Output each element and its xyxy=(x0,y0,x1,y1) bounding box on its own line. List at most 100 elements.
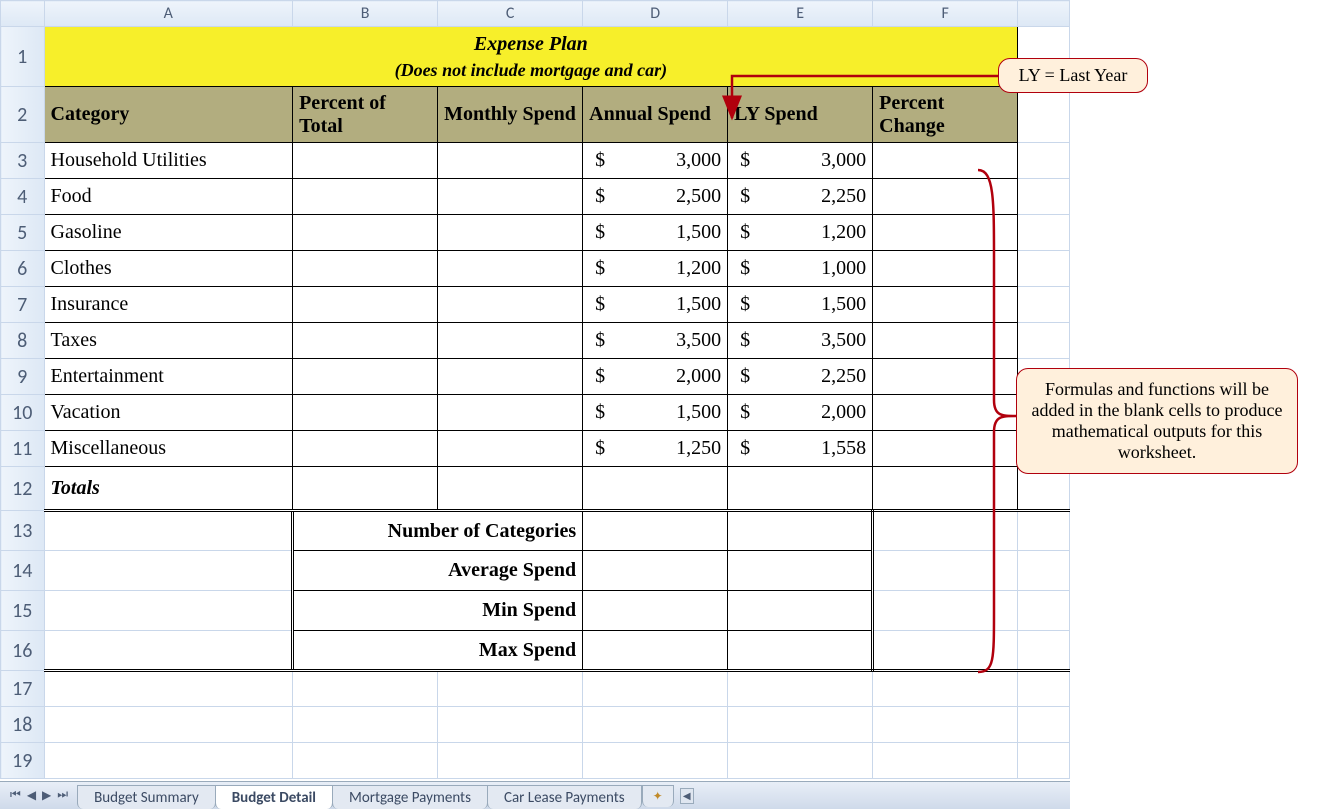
cell-pct-total-11[interactable] xyxy=(293,431,438,467)
cell-category-6[interactable]: Clothes xyxy=(44,251,293,287)
select-all-corner[interactable] xyxy=(1,1,45,27)
cell-G8[interactable] xyxy=(1018,323,1070,359)
totals-F[interactable] xyxy=(873,467,1018,511)
title-cell[interactable]: Expense Plan (Does not include mortgage … xyxy=(44,27,1018,87)
hdr-monthly-spend[interactable]: Monthly Spend xyxy=(438,87,583,143)
hdr-percent-change[interactable]: Percent Change xyxy=(873,87,1018,143)
cell-F14[interactable] xyxy=(873,551,1018,591)
cell-E19[interactable] xyxy=(728,743,873,779)
cell-pct-total-10[interactable] xyxy=(293,395,438,431)
row-header-3[interactable]: 3 xyxy=(1,143,45,179)
col-header-B[interactable]: B xyxy=(293,1,438,27)
cell-pct-change-6[interactable] xyxy=(873,251,1018,287)
row-header-1[interactable]: 1 xyxy=(1,27,45,87)
row-header-10[interactable]: 10 xyxy=(1,395,45,431)
cell-D17[interactable] xyxy=(583,671,728,707)
cell-B19[interactable] xyxy=(293,743,438,779)
cell-ly-11[interactable]: 1,558 xyxy=(728,431,873,467)
cell-E18[interactable] xyxy=(728,707,873,743)
cell-category-11[interactable]: Miscellaneous xyxy=(44,431,293,467)
cell-category-10[interactable]: Vacation xyxy=(44,395,293,431)
col-header-A[interactable]: A xyxy=(44,1,293,27)
cell-G16[interactable] xyxy=(1018,631,1070,671)
cell-A14[interactable] xyxy=(44,551,293,591)
cell-F17[interactable] xyxy=(873,671,1018,707)
stat-label-14[interactable]: Average Spend xyxy=(293,551,583,591)
cell-B18[interactable] xyxy=(293,707,438,743)
stat-E14[interactable] xyxy=(728,551,873,591)
cell-F18[interactable] xyxy=(873,707,1018,743)
cell-A17[interactable] xyxy=(44,671,293,707)
cell-ly-8[interactable]: 3,500 xyxy=(728,323,873,359)
cell-F15[interactable] xyxy=(873,591,1018,631)
cell-C19[interactable] xyxy=(438,743,583,779)
totals-label[interactable]: Totals xyxy=(44,467,293,511)
cell-monthly-5[interactable] xyxy=(438,215,583,251)
tab-nav-prev-icon[interactable]: ◀ xyxy=(27,788,36,803)
cell-pct-total-5[interactable] xyxy=(293,215,438,251)
cell-G19[interactable] xyxy=(1018,743,1070,779)
cell-pct-change-7[interactable] xyxy=(873,287,1018,323)
stat-E13[interactable] xyxy=(728,511,873,551)
row-header-12[interactable]: 12 xyxy=(1,467,45,511)
cell-annual-9[interactable]: 2,000 xyxy=(583,359,728,395)
cell-pct-change-9[interactable] xyxy=(873,359,1018,395)
cell-A16[interactable] xyxy=(44,631,293,671)
cell-ly-7[interactable]: 1,500 xyxy=(728,287,873,323)
stat-D13[interactable] xyxy=(583,511,728,551)
sheet-tab-mortgage payments[interactable]: Mortgage Payments xyxy=(332,785,488,809)
hdr-ly-spend[interactable]: LY Spend xyxy=(728,87,873,143)
tab-nav-first-icon[interactable]: ⏮ xyxy=(10,788,21,803)
tab-nav-next-icon[interactable]: ▶ xyxy=(42,788,51,803)
cell-monthly-11[interactable] xyxy=(438,431,583,467)
stat-D15[interactable] xyxy=(583,591,728,631)
cell-G6[interactable] xyxy=(1018,251,1070,287)
spreadsheet-grid[interactable]: A B C D E F 1 Expense Plan (Does not inc… xyxy=(0,0,1070,779)
tab-nav-last-icon[interactable]: ⏭ xyxy=(57,788,68,803)
cell-G15[interactable] xyxy=(1018,591,1070,631)
cell-monthly-10[interactable] xyxy=(438,395,583,431)
cell-category-8[interactable]: Taxes xyxy=(44,323,293,359)
cell-G18[interactable] xyxy=(1018,707,1070,743)
cell-G5[interactable] xyxy=(1018,215,1070,251)
cell-ly-6[interactable]: 1,000 xyxy=(728,251,873,287)
cell-monthly-7[interactable] xyxy=(438,287,583,323)
stat-E16[interactable] xyxy=(728,631,873,671)
cell-pct-total-7[interactable] xyxy=(293,287,438,323)
cell-A18[interactable] xyxy=(44,707,293,743)
cell-monthly-8[interactable] xyxy=(438,323,583,359)
row-header-7[interactable]: 7 xyxy=(1,287,45,323)
tab-scroll-left-icon[interactable]: ◀ xyxy=(680,788,694,804)
stat-D14[interactable] xyxy=(583,551,728,591)
row-header-5[interactable]: 5 xyxy=(1,215,45,251)
cell-A13[interactable] xyxy=(44,511,293,551)
col-header-F[interactable]: F xyxy=(873,1,1018,27)
cell-category-3[interactable]: Household Utilities xyxy=(44,143,293,179)
totals-B[interactable] xyxy=(293,467,438,511)
hdr-category[interactable]: Category xyxy=(44,87,293,143)
row-header-14[interactable]: 14 xyxy=(1,551,45,591)
cell-pct-total-6[interactable] xyxy=(293,251,438,287)
cell-G4[interactable] xyxy=(1018,179,1070,215)
cell-pct-total-8[interactable] xyxy=(293,323,438,359)
cell-pct-total-4[interactable] xyxy=(293,179,438,215)
cell-F19[interactable] xyxy=(873,743,1018,779)
cell-G7[interactable] xyxy=(1018,287,1070,323)
stat-E15[interactable] xyxy=(728,591,873,631)
cell-ly-3[interactable]: 3,000 xyxy=(728,143,873,179)
row-header-17[interactable]: 17 xyxy=(1,671,45,707)
cell-ly-5[interactable]: 1,200 xyxy=(728,215,873,251)
sheet-tab-budget detail[interactable]: Budget Detail xyxy=(215,785,333,809)
sheet-tab-budget summary[interactable]: Budget Summary xyxy=(77,785,216,809)
cell-G3[interactable] xyxy=(1018,143,1070,179)
row-header-13[interactable]: 13 xyxy=(1,511,45,551)
cell-ly-9[interactable]: 2,250 xyxy=(728,359,873,395)
row-header-8[interactable]: 8 xyxy=(1,323,45,359)
new-sheet-icon[interactable]: ✦ xyxy=(642,785,674,807)
cell-F16[interactable] xyxy=(873,631,1018,671)
stat-D16[interactable] xyxy=(583,631,728,671)
cell-pct-total-3[interactable] xyxy=(293,143,438,179)
cell-ly-4[interactable]: 2,250 xyxy=(728,179,873,215)
cell-monthly-9[interactable] xyxy=(438,359,583,395)
cell-annual-4[interactable]: 2,500 xyxy=(583,179,728,215)
